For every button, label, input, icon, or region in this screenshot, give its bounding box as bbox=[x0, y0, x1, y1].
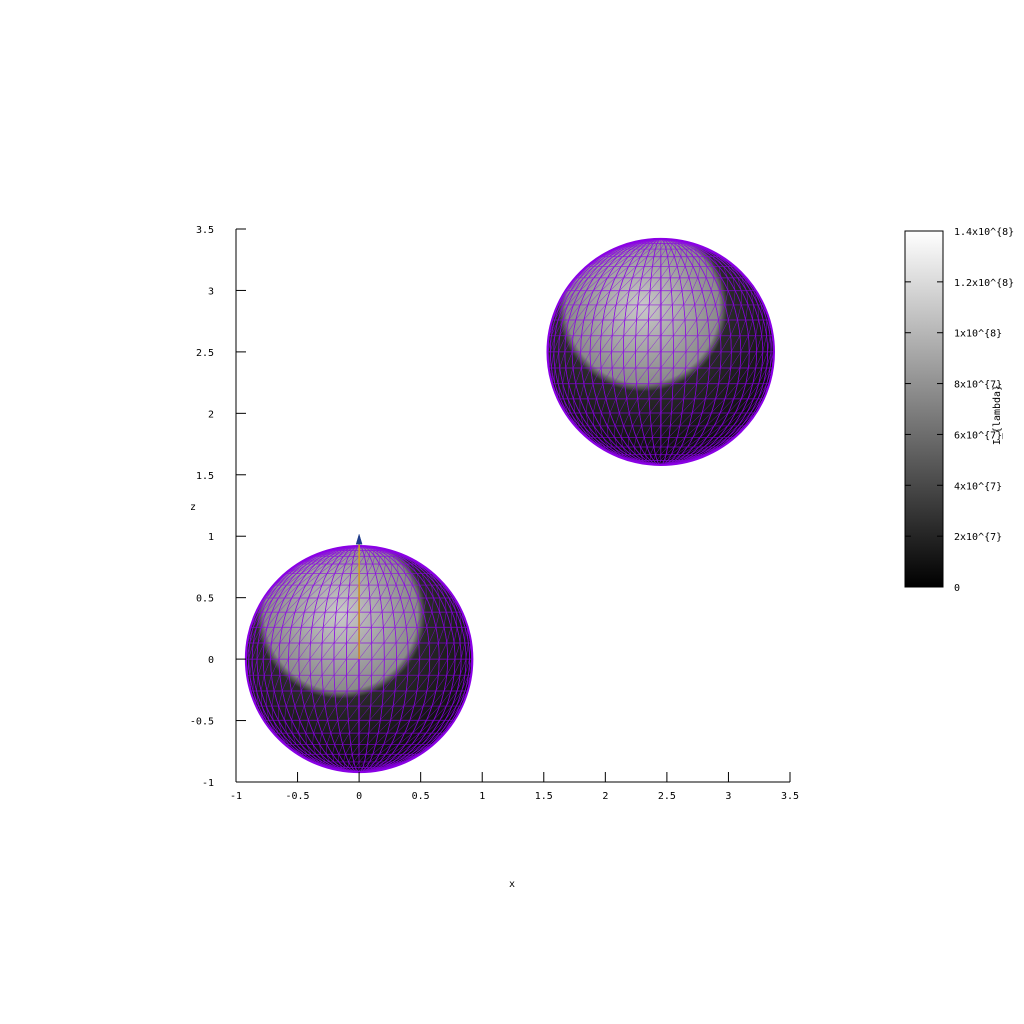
colorbar-tick-label: 1.4x10^{8} bbox=[954, 227, 1014, 238]
x-tick-label: 1.5 bbox=[535, 791, 553, 802]
x-ticks: -1 -0.5 0 0.5 1 1.5 2 2.5 3 3.5 bbox=[230, 772, 799, 802]
y-tick-label: 0 bbox=[208, 655, 214, 666]
y-tick-label: 3.5 bbox=[196, 225, 214, 236]
y-tick-label: 2 bbox=[208, 409, 214, 420]
x-tick-label: -1 bbox=[230, 791, 242, 802]
y-tick-label: 1.5 bbox=[196, 471, 214, 482]
colorbar-tick-label: 4x10^{7} bbox=[954, 481, 1002, 492]
colorbar: 0 2x10^{7} 4x10^{7} 6x10^{7} 8x10^{7} 1x10^{8… bbox=[904, 227, 1014, 594]
spheres-layer bbox=[244, 237, 775, 774]
x-tick-label: 3.5 bbox=[781, 791, 799, 802]
y-axis-label: z bbox=[190, 502, 196, 513]
needle-layer bbox=[355, 533, 363, 660]
axes: -1 -0.5 0 0.5 1 1.5 2 2.5 3 3.5 -1 -0.5 0 0.5 1 1.5 2 2.… bbox=[190, 225, 799, 802]
colorbar-tick-label: 8x10^{7} bbox=[954, 380, 1002, 391]
y-tick-label: -0.5 bbox=[190, 717, 214, 728]
x-tick-label: -0.5 bbox=[286, 791, 310, 802]
x-tick-label: 3 bbox=[725, 791, 731, 802]
colorbar-tick-label: 0 bbox=[954, 583, 960, 594]
x-tick-label: 0.5 bbox=[412, 791, 430, 802]
y-tick-label: 3 bbox=[208, 286, 214, 297]
sphere-mesh bbox=[245, 546, 473, 773]
x-tick-label: 0 bbox=[356, 791, 362, 802]
sphere-mesh bbox=[547, 238, 774, 465]
needle-tip bbox=[355, 533, 363, 545]
y-tick-label: 2.5 bbox=[196, 348, 214, 359]
y-tick-label: -1 bbox=[202, 778, 214, 789]
y-tick-label: 1 bbox=[208, 532, 214, 543]
y-tick-label: 0.5 bbox=[196, 594, 214, 605]
x-tick-label: 2.5 bbox=[658, 791, 676, 802]
x-axis-label: x bbox=[509, 879, 515, 890]
colorbar-tick-label: 6x10^{7} bbox=[954, 430, 1002, 441]
colorbar-tick-label: 1x10^{8} bbox=[954, 329, 1002, 340]
colorbar-tick-label: 1.2x10^{8} bbox=[954, 278, 1014, 289]
colorbar-ticks: 0 2x10^{7} 4x10^{7} 6x10^{7} 8x10^{7} 1x10^{8… bbox=[905, 227, 1014, 594]
sphere-2 bbox=[546, 237, 775, 466]
colorbar-gradient bbox=[904, 230, 944, 588]
colorbar-tick-label: 2x10^{7} bbox=[954, 532, 1002, 543]
x-tick-label: 1 bbox=[479, 791, 485, 802]
y-ticks: -1 -0.5 0 0.5 1 1.5 2 2.5 3 3.5 bbox=[190, 225, 246, 789]
x-tick-label: 2 bbox=[602, 791, 608, 802]
colorbar-label: I_{lambda} bbox=[992, 385, 1003, 445]
